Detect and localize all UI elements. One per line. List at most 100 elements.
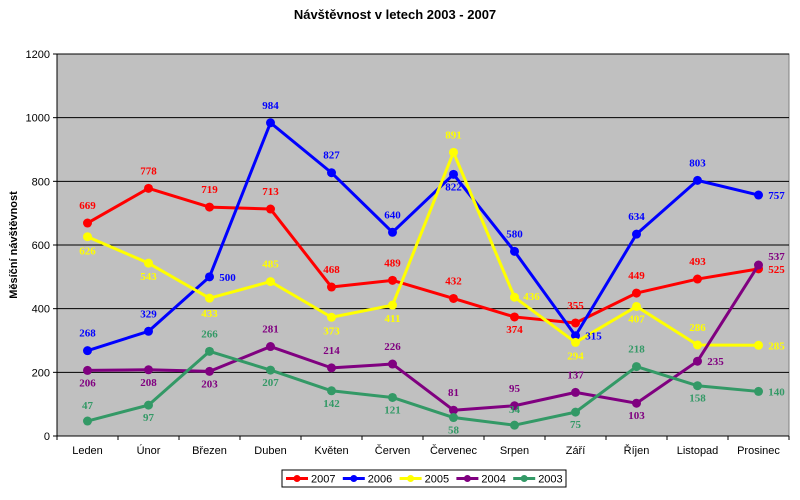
data-label: 374: [506, 324, 523, 336]
y-axis-label: Měsíční návštěvnost: [8, 191, 20, 299]
data-point: [632, 229, 641, 239]
legend-item-2004: 2004: [456, 474, 506, 486]
x-tick-label: Květen: [314, 445, 348, 457]
data-label: 34: [509, 404, 521, 416]
data-label: 489: [384, 257, 401, 269]
data-point: [266, 277, 275, 287]
data-label: 235: [707, 356, 724, 368]
legend-swatch-marker: [350, 475, 358, 482]
data-label: 640: [384, 209, 401, 221]
data-point: [388, 392, 397, 402]
data-point: [83, 232, 92, 242]
data-label: 525: [768, 264, 785, 276]
data-label: 103: [628, 410, 645, 422]
data-point: [266, 365, 275, 375]
data-label: 203: [201, 378, 218, 390]
data-label: 432: [445, 275, 462, 287]
data-point: [693, 356, 702, 366]
data-label: 281: [262, 324, 279, 336]
data-point: [205, 366, 214, 376]
legend-label: 2007: [311, 474, 335, 486]
data-label: 140: [768, 386, 785, 398]
data-label: 207: [262, 377, 279, 389]
data-point: [449, 413, 458, 423]
data-point: [449, 147, 458, 157]
series-line: [86, 186, 759, 325]
data-point: [571, 331, 580, 341]
series-line: [87, 349, 759, 427]
data-point: [388, 300, 397, 310]
data-label: 984: [262, 100, 279, 112]
x-tick-label: Duben: [254, 445, 286, 457]
chart-title: Návštěvnost v letech 2003 - 2007: [294, 7, 496, 22]
data-label: 580: [506, 228, 523, 240]
legend-item-2003: 2003: [513, 474, 563, 486]
series-group: [83, 118, 763, 430]
data-point: [388, 275, 397, 285]
data-label: 268: [79, 328, 96, 340]
legend-item-2006: 2006: [342, 474, 392, 486]
data-label: 58: [448, 425, 460, 437]
y-tick-label: 600: [32, 240, 50, 252]
data-label: 286: [689, 322, 706, 334]
data-label: 411: [385, 313, 401, 325]
x-tick-label: Červen: [375, 444, 410, 457]
data-label: 208: [140, 377, 157, 389]
data-point: [510, 292, 519, 302]
series-2003: [83, 346, 763, 430]
data-label: 634: [628, 211, 645, 223]
data-label: 485: [262, 259, 279, 271]
data-label: 827: [323, 150, 340, 162]
data-point: [327, 363, 336, 373]
legend-label: 2005: [425, 474, 449, 486]
data-point: [693, 274, 702, 284]
data-point: [632, 288, 641, 298]
data-label: 713: [262, 186, 279, 198]
data-label: 468: [323, 264, 340, 276]
data-label: 142: [323, 398, 340, 410]
series-2005: [83, 147, 763, 350]
data-label: 493: [689, 256, 706, 268]
data-label: 47: [82, 400, 94, 412]
data-point: [449, 293, 458, 303]
y-tick-label: 1000: [26, 113, 50, 125]
data-point: [205, 346, 214, 356]
data-point: [205, 293, 214, 303]
series-2007: [83, 183, 763, 328]
legend-swatch-marker: [293, 475, 301, 482]
y-tick-label: 200: [32, 367, 50, 379]
data-point: [83, 218, 92, 228]
data-point: [571, 337, 580, 347]
data-point: [144, 326, 153, 336]
data-point: [571, 387, 580, 397]
data-label: 285: [768, 340, 785, 352]
data-point: [571, 318, 580, 328]
data-label: 626: [79, 246, 96, 258]
data-point: [754, 340, 763, 350]
data-point: [510, 401, 519, 411]
legend-swatch-marker: [407, 475, 415, 482]
data-point: [632, 362, 641, 372]
legend-item-2007: 2007: [286, 474, 335, 486]
legend-label: 2004: [481, 474, 505, 486]
data-point: [510, 312, 519, 322]
data-label: 75: [570, 419, 582, 431]
data-point: [144, 400, 153, 410]
x-tick-label: Říjen: [624, 444, 650, 457]
data-label: 95: [509, 383, 521, 395]
series-2004: [83, 260, 763, 415]
data-label: 373: [323, 325, 340, 337]
data-label: 891: [445, 129, 462, 141]
y-axis-ticks: 0 200 400 600 800 1000 1200: [26, 49, 57, 443]
data-point: [510, 246, 519, 256]
data-point: [266, 342, 275, 352]
x-tick-label: Září: [566, 445, 586, 457]
data-point: [693, 340, 702, 350]
data-point: [388, 227, 397, 237]
data-label: 543: [140, 271, 157, 283]
series-line: [87, 121, 759, 353]
series-line: [86, 150, 759, 347]
legend-swatch-marker: [463, 475, 471, 482]
data-label: 803: [689, 157, 706, 169]
